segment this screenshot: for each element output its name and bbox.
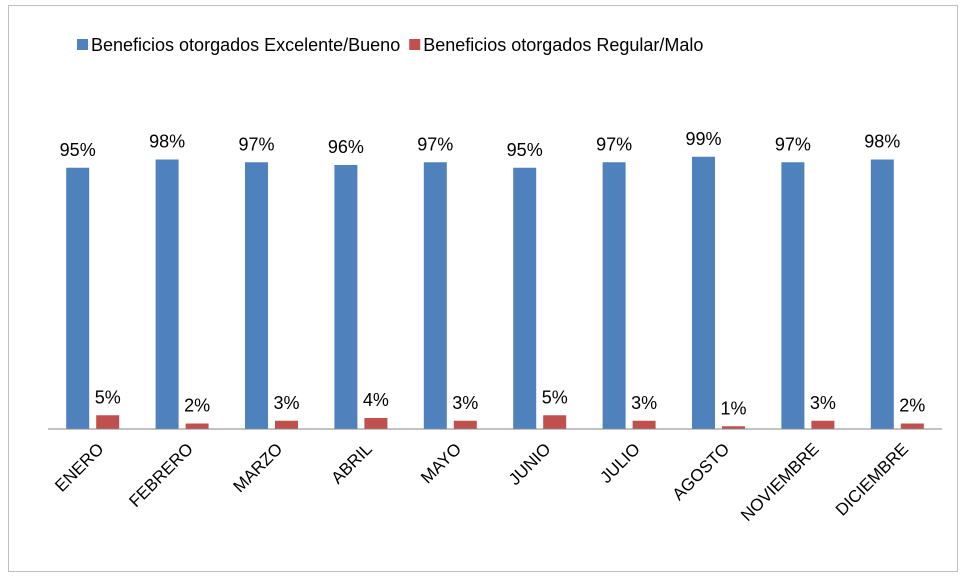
data-label: 99% xyxy=(685,129,721,149)
bar xyxy=(513,167,537,429)
bar xyxy=(245,162,268,429)
data-label: 3% xyxy=(452,393,478,413)
data-label: 98% xyxy=(864,132,900,152)
bar xyxy=(453,420,477,429)
data-label: 97% xyxy=(596,134,632,154)
data-label: 5% xyxy=(95,387,121,407)
data-label: 98% xyxy=(149,132,185,152)
legend-swatch xyxy=(77,39,88,50)
bar xyxy=(900,423,924,429)
data-label: 2% xyxy=(184,396,210,416)
bar xyxy=(692,156,715,429)
legend-label: Beneficios otorgados Regular/Malo xyxy=(423,35,703,55)
data-label: 5% xyxy=(542,387,568,407)
bar xyxy=(781,162,805,429)
data-label: 3% xyxy=(631,393,657,413)
legend-swatch xyxy=(409,39,421,50)
data-label: 97% xyxy=(775,134,811,154)
bar xyxy=(334,165,358,429)
bar xyxy=(811,420,835,429)
bar xyxy=(423,162,447,429)
data-label: 2% xyxy=(899,396,925,416)
data-label: 1% xyxy=(720,398,746,418)
bar xyxy=(364,418,388,429)
bar xyxy=(185,423,209,429)
bar xyxy=(96,415,120,429)
bar xyxy=(632,420,656,429)
data-label: 96% xyxy=(328,137,364,157)
bar xyxy=(66,167,90,429)
bar xyxy=(543,415,567,429)
legend-label: Beneficios otorgados Excelente/Bueno xyxy=(91,35,400,55)
data-label: 97% xyxy=(417,134,453,154)
bar xyxy=(275,420,298,429)
bar xyxy=(722,426,745,429)
data-label: 3% xyxy=(273,393,299,413)
bar xyxy=(602,162,626,429)
data-label: 97% xyxy=(238,134,274,154)
bar xyxy=(870,159,894,429)
data-label: 3% xyxy=(810,393,836,413)
data-label: 95% xyxy=(507,140,543,160)
data-label: 4% xyxy=(363,390,389,410)
data-label: 95% xyxy=(60,140,96,160)
bar xyxy=(155,159,179,429)
